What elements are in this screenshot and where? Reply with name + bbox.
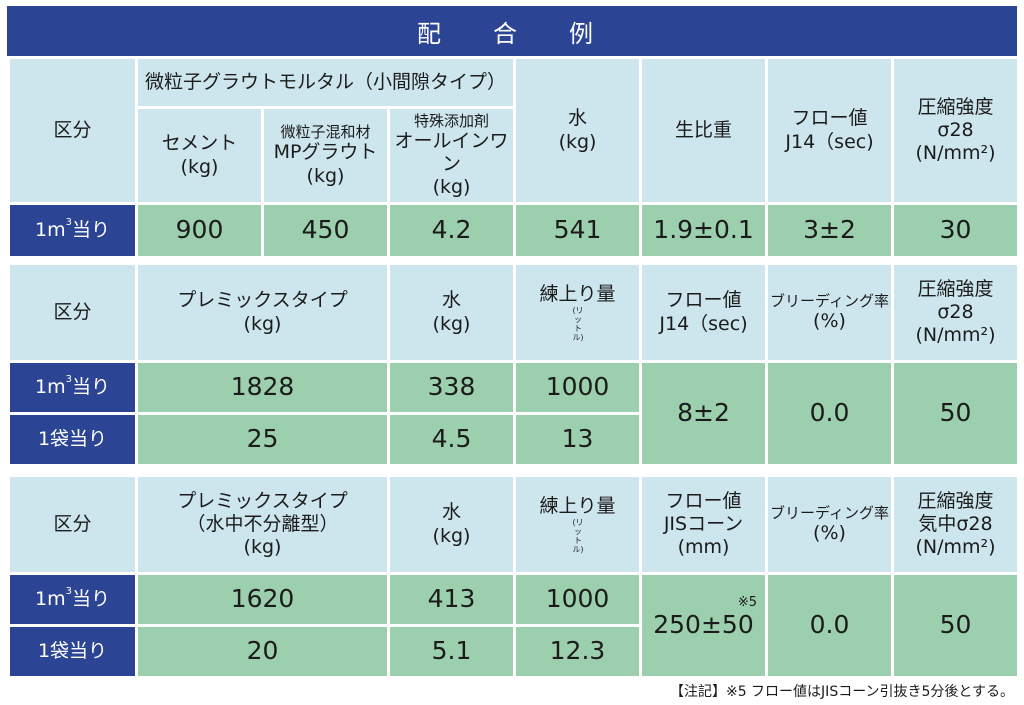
header-water: 水 (kg): [513, 56, 643, 205]
header-kubun: 区分: [7, 474, 138, 575]
table-title: 配 合 例: [7, 6, 1017, 56]
value-premix: 20: [135, 624, 390, 679]
footnote: 【注記】※5 フロー値はJISコーン引抜き5分後とする。: [669, 684, 1014, 700]
value-cement: 900: [135, 202, 264, 259]
header-mp-grout: 微粒子混和材 MPグラウト (kg): [261, 106, 390, 205]
row-label-per-m3: 1m3当り: [7, 202, 138, 259]
header-group: 微粒子グラウトモルタル（小間隙タイプ）: [134, 56, 517, 109]
row-label-per-m3: 1m3当り: [7, 572, 138, 627]
value-premix: 1620: [135, 572, 390, 627]
value-water: 541: [513, 202, 643, 259]
header-water: 水 (kg): [387, 262, 516, 363]
header-bleeding: ブリーディング率 (%): [765, 474, 894, 575]
value-yield: 1000: [513, 360, 642, 415]
value-flow: 3±2: [765, 202, 895, 259]
row-label-per-bag: 1袋当り: [7, 624, 138, 679]
header-flow: フロー値 J14（sec): [765, 56, 895, 205]
value-specific-gravity: 1.9±0.1: [639, 202, 769, 259]
header-additive: 特殊添加剤 オールインワン (kg): [386, 106, 517, 205]
row-label-per-bag: 1袋当り: [7, 412, 138, 467]
header-kubun: 区分: [7, 262, 138, 363]
header-specific-gravity: 生比重: [639, 56, 769, 205]
header-strength: 圧縮強度 σ28 (N/mm²): [891, 56, 1021, 205]
value-bleeding: 0.0: [765, 572, 894, 679]
header-strength: 圧縮強度 σ28 (N/mm²): [891, 262, 1020, 363]
value-water: 338: [387, 360, 516, 415]
value-strength: 30: [891, 202, 1021, 259]
value-premix: 1828: [135, 360, 390, 415]
row-label-per-m3: 1m3当り: [7, 360, 138, 415]
header-flow: フロー値 J14（sec): [639, 262, 768, 363]
value-water: 413: [387, 572, 516, 627]
header-yield: 練上り量 (リットル): [513, 262, 642, 363]
header-strength: 圧縮強度 気中σ28 (N/mm²): [891, 474, 1020, 575]
header-bleeding: ブリーディング率 (%): [765, 262, 894, 363]
mix-table-premix: 区分 プレミックスタイプ (kg) 水 (kg) 練上り量 (リットル) フロー値 J1…: [7, 262, 1020, 467]
footnote-mark: ※5: [737, 595, 757, 610]
value-additive: 4.2: [386, 202, 517, 259]
value-bleeding: 0.0: [765, 360, 894, 467]
value-yield: 13: [513, 412, 642, 467]
value-strength: 50: [891, 360, 1020, 467]
header-flow: フロー値 JISコーン (mm): [639, 474, 768, 575]
mix-table-micro-grout: 区分 微粒子グラウトモルタル（小間隙タイプ） 水 (kg) 生比重 フロー値 J14…: [7, 56, 1021, 259]
value-flow: 8±2: [639, 360, 768, 467]
header-premix: プレミックスタイプ (kg): [135, 262, 390, 363]
header-premix: プレミックスタイプ （水中不分離型） (kg): [135, 474, 390, 575]
value-flow: ※5 250±50: [639, 572, 768, 679]
value-strength: 50: [891, 572, 1020, 679]
header-yield: 練上り量 (リットル): [513, 474, 642, 575]
value-premix: 25: [135, 412, 390, 467]
value-yield: 12.3: [513, 624, 642, 679]
header-water: 水 (kg): [387, 474, 516, 575]
value-mp-grout: 450: [261, 202, 390, 259]
header-kubun: 区分: [7, 56, 138, 205]
value-yield: 1000: [513, 572, 642, 627]
mix-table-antiwashout: 区分 プレミックスタイプ （水中不分離型） (kg) 水 (kg) 練上り量 (リットル…: [7, 474, 1020, 679]
value-water: 4.5: [387, 412, 516, 467]
value-water: 5.1: [387, 624, 516, 679]
header-cement: セメント (kg): [135, 106, 264, 205]
